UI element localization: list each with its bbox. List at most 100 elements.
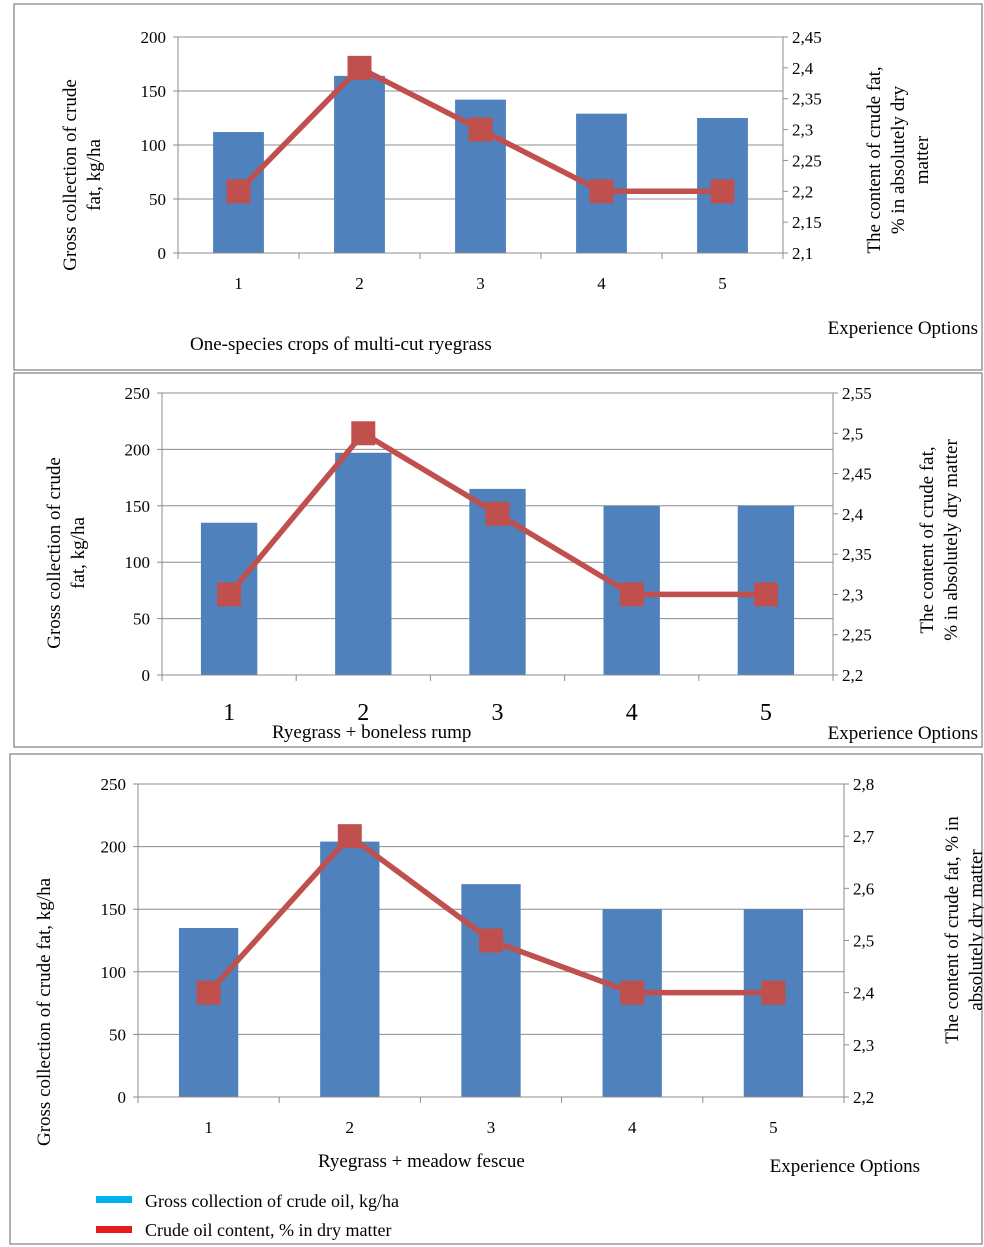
y-tick-right: 2,2 [792, 182, 813, 201]
y-axis-title-right-line: The content of crude fat, [917, 446, 938, 633]
y-tick-left: 0 [142, 666, 151, 685]
y-axis-title-right: The content of crude fat,% in absolutely… [864, 66, 933, 253]
bar [334, 75, 385, 253]
y-tick-left: 50 [133, 610, 150, 629]
y-tick-left: 200 [141, 28, 167, 47]
line-point [217, 582, 242, 607]
y-tick-left: 50 [109, 1025, 126, 1044]
legend-label-bars: Gross collection of crude oil, kg/ha [145, 1191, 399, 1211]
chart-caption: Ryegrass + meadow fescue [318, 1151, 525, 1172]
x-tick-label: 3 [487, 1118, 496, 1137]
legend: Gross collection of crude oil, kg/ha Cru… [96, 1191, 399, 1240]
x-tick-label: 4 [597, 274, 606, 293]
panel-border [13, 372, 983, 748]
legend-swatch-line [96, 1226, 132, 1233]
y-tick-left: 100 [125, 553, 151, 572]
y-tick-left: 150 [125, 497, 151, 516]
y-tick-left: 150 [141, 82, 167, 101]
x-axis-title: Experience Options [770, 1156, 920, 1177]
x-axis-title: Experience Options [828, 723, 978, 744]
chart-panel-3: 0 50 100 150 200 250 2,2 2,3 2,4 2,5 2,6 2,7 2,8 1 2 3 4… [9, 753, 984, 1245]
y-tick-right: 2,35 [792, 90, 822, 109]
y-tick-right: 2,45 [842, 465, 872, 484]
x-tick-label: 5 [718, 274, 727, 293]
bar [335, 452, 392, 675]
y-axis-title-right-line: matter [912, 135, 933, 184]
y-tick-right: 2,4 [792, 59, 814, 78]
line-point [226, 179, 251, 204]
line-point [710, 179, 735, 204]
line-point [351, 421, 376, 446]
x-tick-label: 3 [492, 700, 504, 726]
y-axis-title-right-line: absolutely dry matter [966, 849, 984, 1011]
y-tick-left: 50 [149, 190, 166, 209]
chart-caption: One-species crops of multi-cut ryegrass [190, 334, 492, 355]
y-axis-title-left: Gross collection of crude fat, kg/ha [34, 877, 55, 1146]
y-tick-right: 2,4 [842, 505, 864, 524]
bar [320, 841, 380, 1097]
y-tick-right: 2,4 [853, 984, 875, 1003]
y-axis-title-left-line: Gross collection of crude fat, kg/ha [34, 877, 55, 1146]
line-point [337, 824, 362, 849]
line-point [620, 980, 645, 1005]
y-tick-right: 2,45 [792, 28, 822, 47]
line-point [347, 55, 372, 80]
y-tick-right: 2,15 [792, 213, 822, 232]
y-tick-right: 2,1 [792, 244, 813, 263]
y-axis-title-left-line: fat, kg/ha [68, 517, 89, 589]
y-tick-right: 2,8 [853, 775, 874, 794]
y-axis-title-left-line: Gross collection of crude [44, 457, 65, 649]
x-tick-label: 5 [769, 1118, 778, 1137]
y-tick-right: 2,3 [842, 585, 863, 604]
x-tick-label: 2 [357, 700, 369, 726]
line-point [753, 582, 778, 607]
x-tick-label: 3 [476, 274, 485, 293]
x-tick-label: 4 [628, 1118, 637, 1137]
x-tick-label: 1 [204, 1118, 213, 1137]
y-tick-right: 2,7 [853, 827, 875, 846]
line-point [479, 928, 503, 953]
y-tick-right: 2,6 [853, 879, 874, 898]
y-axis-title-right-line: % in absolutely dry [888, 85, 909, 234]
y-tick-right: 2,25 [792, 151, 822, 170]
line-point [468, 117, 493, 142]
y-tick-right: 2,3 [853, 1036, 874, 1055]
panel-border [13, 3, 983, 371]
y-axis-title-left: Gross collection of crude fat, kg/ha [44, 457, 89, 649]
y-axis-title-right-line: % in absolutely dry matter [941, 439, 962, 641]
chart-caption: Ryegrass + boneless rump [272, 722, 471, 743]
x-tick-label: 1 [234, 274, 243, 293]
line-point [761, 980, 786, 1005]
y-axis-title-left: Gross collection of crude fat, kg/ha [60, 79, 105, 271]
y-tick-right: 2,3 [792, 121, 813, 140]
y-tick-left: 0 [118, 1088, 127, 1107]
bar [461, 884, 521, 1097]
y-tick-right: 2,55 [842, 384, 872, 403]
y-axis-title-left-line: Gross collection of crude [60, 79, 81, 271]
y-tick-right: 2,5 [853, 932, 874, 951]
x-tick-label: 1 [223, 700, 235, 726]
y-tick-left: 150 [101, 900, 127, 919]
y-tick-right: 2,25 [842, 626, 872, 645]
x-tick-label: 2 [355, 274, 364, 293]
line-point [619, 582, 644, 607]
y-tick-right: 2,2 [853, 1088, 874, 1107]
y-tick-left: 250 [125, 384, 151, 403]
y-tick-left: 250 [101, 775, 127, 794]
y-axis-title-left-line: fat, kg/ha [84, 139, 105, 211]
line-point [485, 501, 510, 526]
y-axis-title-right-line: The content of crude fat, [864, 66, 885, 253]
x-tick-label: 2 [346, 1118, 355, 1137]
y-tick-left: 100 [141, 136, 167, 155]
line-point [589, 179, 614, 204]
y-axis-title-right-line: The content of crude fat, % in [942, 816, 963, 1044]
y-tick-right: 2,5 [842, 424, 863, 443]
x-axis-title: Experience Options [828, 318, 978, 339]
x-tick-label: 4 [626, 700, 638, 726]
legend-swatch-bars [96, 1196, 132, 1203]
panel-border [9, 753, 983, 1245]
bar [178, 927, 239, 1097]
y-tick-left: 100 [101, 963, 127, 982]
y-tick-left: 0 [158, 244, 167, 263]
